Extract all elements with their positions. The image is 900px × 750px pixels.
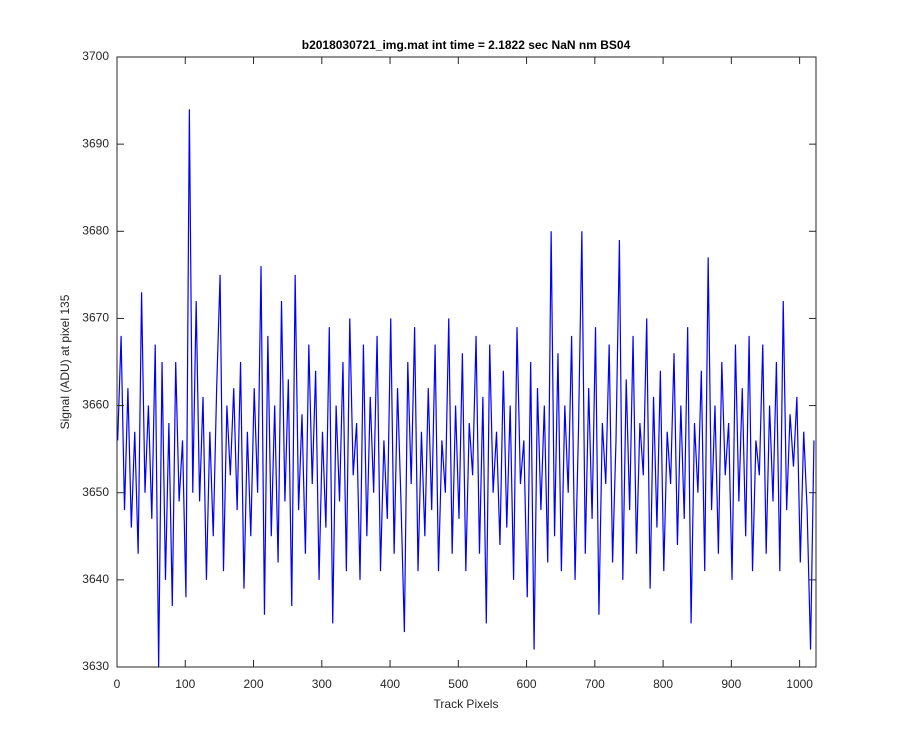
y-tick-label: 3660: [82, 398, 109, 412]
y-axis-label: Signal (ADU) at pixel 135: [58, 294, 72, 429]
plot-box: [116, 56, 817, 668]
x-tick-label: 600: [517, 677, 537, 691]
y-tick-label: 3690: [82, 136, 109, 150]
x-tick-label: 200: [244, 677, 264, 691]
x-tick-label: 0: [114, 677, 121, 691]
chart-title: b2018030721_img.mat int time = 2.1822 se…: [302, 38, 631, 52]
y-tick-label: 3650: [82, 485, 109, 499]
x-tick-label: 1000: [786, 677, 813, 691]
x-tick-label: 100: [175, 677, 195, 691]
x-tick-label: 900: [721, 677, 741, 691]
y-tick-label: 3630: [82, 659, 109, 673]
x-tick-label: 700: [585, 677, 605, 691]
y-tick-label: 3680: [82, 223, 109, 237]
x-axis-label: Track Pixels: [434, 697, 499, 711]
y-tick-label: 3700: [82, 49, 109, 63]
data-line: [117, 109, 815, 668]
x-tick-label: 400: [380, 677, 400, 691]
x-tick-label: 500: [448, 677, 468, 691]
y-tick-label: 3670: [82, 311, 109, 325]
y-tick-label: 3640: [82, 572, 109, 586]
x-tick-label: 800: [653, 677, 673, 691]
x-tick-label: 300: [312, 677, 332, 691]
